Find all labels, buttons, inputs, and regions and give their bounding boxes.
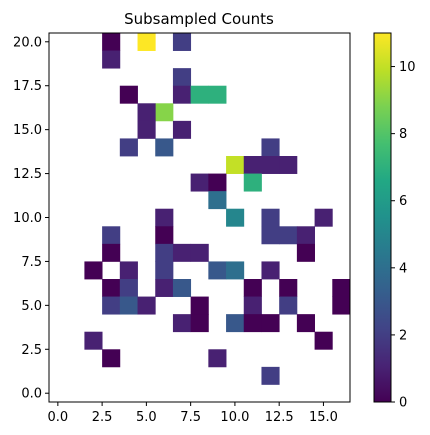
heatmap-cell — [208, 191, 227, 210]
heatmap-cell — [279, 279, 298, 297]
y-tick-label: 12.5 — [13, 167, 42, 182]
heatmap-cell — [314, 208, 333, 227]
y-tick-label: 10.0 — [13, 211, 42, 226]
heatmap-cell — [155, 243, 174, 262]
heatmap-cell — [243, 279, 262, 297]
heatmap-cell — [172, 279, 192, 297]
heatmap-cell — [155, 138, 174, 157]
heatmap-cell — [137, 33, 156, 51]
colorbar-gradient — [373, 32, 392, 403]
heatmap-cell — [119, 279, 138, 297]
heatmap-cell — [119, 85, 138, 104]
heatmap-cell — [243, 314, 262, 333]
x-tick-label: 10.0 — [220, 410, 249, 425]
heatmap-cell — [190, 243, 209, 262]
heatmap-cell — [102, 226, 121, 245]
y-tick-label: 0.0 — [21, 387, 42, 402]
colorbar-tick-label: 10 — [399, 60, 416, 75]
heatmap-cell — [155, 226, 174, 245]
heatmap-cell — [155, 279, 174, 297]
heatmap-cell — [261, 314, 280, 333]
heatmap-cell — [137, 296, 156, 315]
heatmap-cell — [190, 296, 209, 315]
heatmap-cell — [102, 243, 121, 262]
heatmap-cell — [261, 261, 280, 280]
heatmap-cell — [226, 314, 245, 333]
colorbar-tick-label: 0 — [399, 396, 407, 411]
heatmap-cell — [155, 261, 174, 280]
heatmap-cell — [172, 120, 192, 139]
heatmap-cell — [261, 226, 280, 245]
y-tick-label: 17.5 — [13, 79, 42, 94]
heatmap-cell — [102, 296, 121, 315]
heatmap-cell — [208, 173, 227, 192]
y-tick-label: 2.5 — [21, 343, 42, 358]
colorbar-tick-label: 4 — [399, 261, 407, 276]
y-tick-label: 5.0 — [21, 299, 42, 314]
heatmap-cell — [119, 138, 138, 157]
heatmap-cells — [84, 33, 351, 385]
heatmap-cell — [172, 68, 192, 87]
heatmap-cell — [279, 226, 298, 245]
heatmap-cell — [190, 85, 209, 104]
x-tick-label: 2.5 — [92, 410, 113, 425]
heatmap-cell — [119, 296, 138, 315]
y-tick-label: 7.5 — [21, 255, 42, 270]
y-tick-label: 20.0 — [13, 35, 42, 50]
heatmap-cell — [261, 156, 280, 174]
x-tick-label: 12.5 — [265, 410, 294, 425]
heatmap-cell — [296, 314, 315, 333]
heatmap-cell — [296, 226, 315, 245]
heatmap-cell — [296, 243, 315, 262]
heatmap-cell — [279, 156, 298, 174]
heatmap-cell — [332, 296, 351, 315]
heatmap-cell — [190, 173, 209, 192]
y-axis: 0.0 2.5 5.0 7.5 10.0 12.5 15.0 17.5 20.0 — [13, 35, 49, 402]
chart-title: Subsampled Counts — [124, 10, 274, 28]
heatmap-cell — [190, 314, 209, 333]
x-tick-label: 5.0 — [136, 410, 157, 425]
heatmap-cell — [119, 261, 138, 280]
heatmap-cell — [102, 33, 121, 51]
colorbar: 0 2 4 6 8 10 — [373, 32, 416, 411]
heatmap-cell — [155, 103, 174, 122]
heatmap-cell — [226, 156, 245, 174]
x-tick-label: 7.5 — [180, 410, 201, 425]
heatmap-cell — [137, 120, 156, 139]
colorbar-tick-label: 8 — [399, 127, 407, 142]
x-tick-label: 15.0 — [309, 410, 338, 425]
heatmap-cell — [84, 331, 103, 350]
heatmap-cell — [226, 261, 245, 280]
heatmap-cell — [84, 261, 103, 280]
heatmap-cell — [261, 366, 280, 385]
heatmap-cell — [243, 156, 262, 174]
heatmap-cell — [155, 208, 174, 227]
heatmap-cell — [172, 85, 192, 104]
colorbar-tick-label: 2 — [399, 328, 407, 343]
heatmap-cell — [172, 243, 192, 262]
heatmap-cell — [279, 296, 298, 315]
heatmap-cell — [172, 33, 192, 51]
y-tick-label: 15.0 — [13, 123, 42, 138]
colorbar-tick-label: 6 — [399, 194, 407, 209]
heatmap-cell — [314, 331, 333, 350]
heatmap-cell — [102, 349, 121, 368]
heatmap-cell — [261, 138, 280, 157]
x-axis: 0.0 2.5 5.0 7.5 10.0 12.5 15.0 — [48, 402, 338, 425]
heatmap-cell — [332, 279, 351, 297]
x-tick-label: 0.0 — [48, 410, 69, 425]
heatmap-cell — [208, 261, 227, 280]
heatmap-cell — [243, 296, 262, 315]
heatmap-cell — [243, 173, 262, 192]
heatmap-cell — [226, 208, 245, 227]
heatmap-cell — [261, 208, 280, 227]
heatmap-cell — [102, 50, 121, 69]
heatmap-cell — [137, 103, 156, 122]
heatmap-cell — [102, 279, 121, 297]
heatmap-cell — [172, 314, 192, 333]
heatmap-cell — [208, 85, 227, 104]
heatmap-cell — [208, 349, 227, 368]
